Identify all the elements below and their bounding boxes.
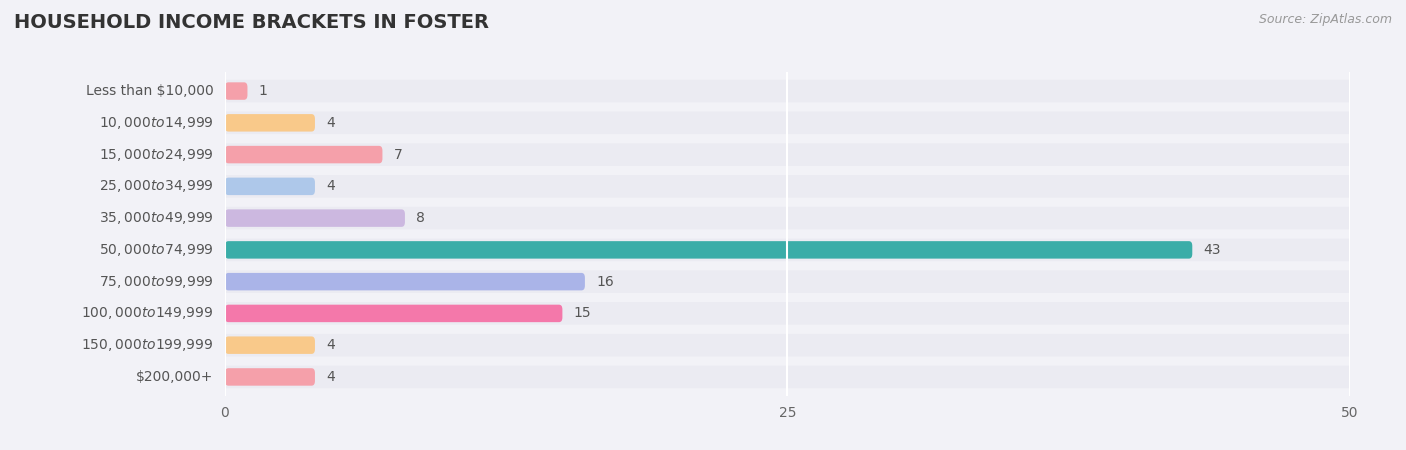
FancyBboxPatch shape — [225, 146, 382, 163]
Text: $100,000 to $149,999: $100,000 to $149,999 — [82, 306, 214, 321]
FancyBboxPatch shape — [225, 241, 1192, 259]
FancyBboxPatch shape — [225, 366, 1350, 388]
Text: HOUSEHOLD INCOME BRACKETS IN FOSTER: HOUSEHOLD INCOME BRACKETS IN FOSTER — [14, 14, 489, 32]
FancyBboxPatch shape — [225, 273, 585, 290]
Text: 43: 43 — [1204, 243, 1220, 257]
Text: 7: 7 — [394, 148, 402, 162]
Text: 4: 4 — [326, 116, 335, 130]
Text: $200,000+: $200,000+ — [136, 370, 214, 384]
FancyBboxPatch shape — [225, 209, 405, 227]
Text: $15,000 to $24,999: $15,000 to $24,999 — [98, 147, 214, 162]
Text: 4: 4 — [326, 180, 335, 194]
Text: $10,000 to $14,999: $10,000 to $14,999 — [98, 115, 214, 131]
Text: $150,000 to $199,999: $150,000 to $199,999 — [82, 337, 214, 353]
FancyBboxPatch shape — [225, 114, 315, 131]
Text: 4: 4 — [326, 338, 335, 352]
Text: $75,000 to $99,999: $75,000 to $99,999 — [98, 274, 214, 290]
FancyBboxPatch shape — [225, 337, 315, 354]
FancyBboxPatch shape — [225, 175, 1350, 198]
FancyBboxPatch shape — [225, 82, 247, 100]
Text: Less than $10,000: Less than $10,000 — [86, 84, 214, 98]
FancyBboxPatch shape — [225, 302, 1350, 325]
Text: 16: 16 — [596, 274, 614, 288]
FancyBboxPatch shape — [225, 80, 1350, 102]
Text: 1: 1 — [259, 84, 267, 98]
FancyBboxPatch shape — [225, 368, 315, 386]
FancyBboxPatch shape — [225, 305, 562, 322]
FancyBboxPatch shape — [225, 334, 1350, 356]
Text: 4: 4 — [326, 370, 335, 384]
FancyBboxPatch shape — [225, 270, 1350, 293]
FancyBboxPatch shape — [225, 207, 1350, 230]
FancyBboxPatch shape — [225, 112, 1350, 134]
Text: $25,000 to $34,999: $25,000 to $34,999 — [98, 178, 214, 194]
FancyBboxPatch shape — [225, 238, 1350, 261]
Text: 15: 15 — [574, 306, 592, 320]
Text: Source: ZipAtlas.com: Source: ZipAtlas.com — [1258, 14, 1392, 27]
Text: $35,000 to $49,999: $35,000 to $49,999 — [98, 210, 214, 226]
Text: $50,000 to $74,999: $50,000 to $74,999 — [98, 242, 214, 258]
FancyBboxPatch shape — [225, 178, 315, 195]
Text: 8: 8 — [416, 211, 425, 225]
FancyBboxPatch shape — [225, 143, 1350, 166]
